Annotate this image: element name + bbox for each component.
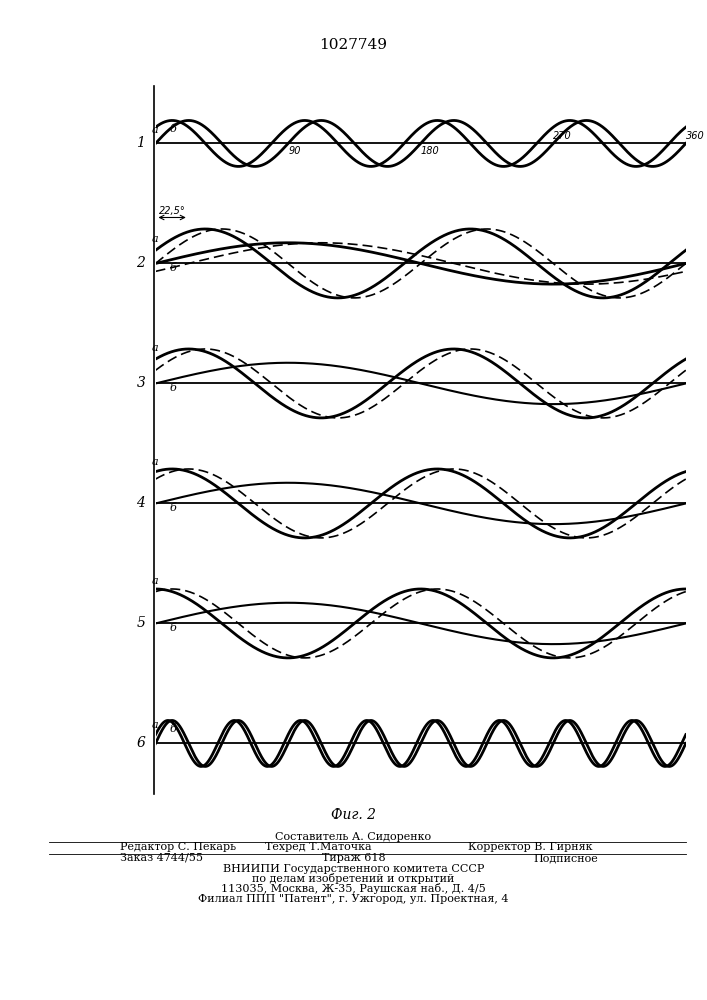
Text: а: а [152, 343, 159, 353]
Text: 1027749: 1027749 [320, 38, 387, 52]
Text: б: б [170, 124, 177, 134]
Text: 2: 2 [136, 256, 145, 270]
Text: Подписное: Подписное [533, 853, 598, 863]
Text: Филиал ППП "Патент", г. Ужгород, ул. Проектная, 4: Филиал ППП "Патент", г. Ужгород, ул. Про… [198, 894, 509, 904]
Text: а: а [152, 720, 159, 730]
Text: б: б [170, 383, 177, 393]
Text: Фиг. 2: Фиг. 2 [331, 808, 376, 822]
Text: б: б [170, 623, 177, 633]
Text: 5: 5 [136, 616, 145, 630]
Text: а: а [152, 576, 159, 586]
Text: 180: 180 [421, 146, 440, 156]
Text: б: б [170, 503, 177, 513]
Text: 113035, Москва, Ж-35, Раушская наб., Д. 4/5: 113035, Москва, Ж-35, Раушская наб., Д. … [221, 884, 486, 894]
Text: Редактор С. Пекарь: Редактор С. Пекарь [120, 842, 236, 852]
Text: Заказ 4744/55: Заказ 4744/55 [120, 853, 203, 863]
Text: Корректор В. Гирняк: Корректор В. Гирняк [468, 842, 592, 852]
Text: б: б [170, 263, 177, 273]
Text: 22,5°: 22,5° [159, 206, 185, 216]
Text: 270: 270 [554, 131, 572, 141]
Text: 4: 4 [136, 496, 145, 510]
Text: по делам изобретений и открытий: по делам изобретений и открытий [252, 874, 455, 884]
Text: а: а [152, 125, 159, 135]
Text: ВНИИПИ Государственного комитета СССР: ВНИИПИ Государственного комитета СССР [223, 864, 484, 874]
Text: Составитель А. Сидоренко: Составитель А. Сидоренко [276, 832, 431, 842]
Text: б: б [170, 724, 177, 734]
Text: 360: 360 [686, 131, 705, 141]
Text: 6: 6 [136, 736, 145, 750]
Text: 1: 1 [136, 136, 145, 150]
Text: а: а [152, 457, 159, 467]
Text: Тираж 618: Тираж 618 [322, 853, 385, 863]
Text: а: а [152, 234, 159, 244]
Text: Техред Т.Маточка: Техред Т.Маточка [265, 842, 371, 852]
Text: 90: 90 [288, 146, 300, 156]
Text: 3: 3 [136, 376, 145, 390]
